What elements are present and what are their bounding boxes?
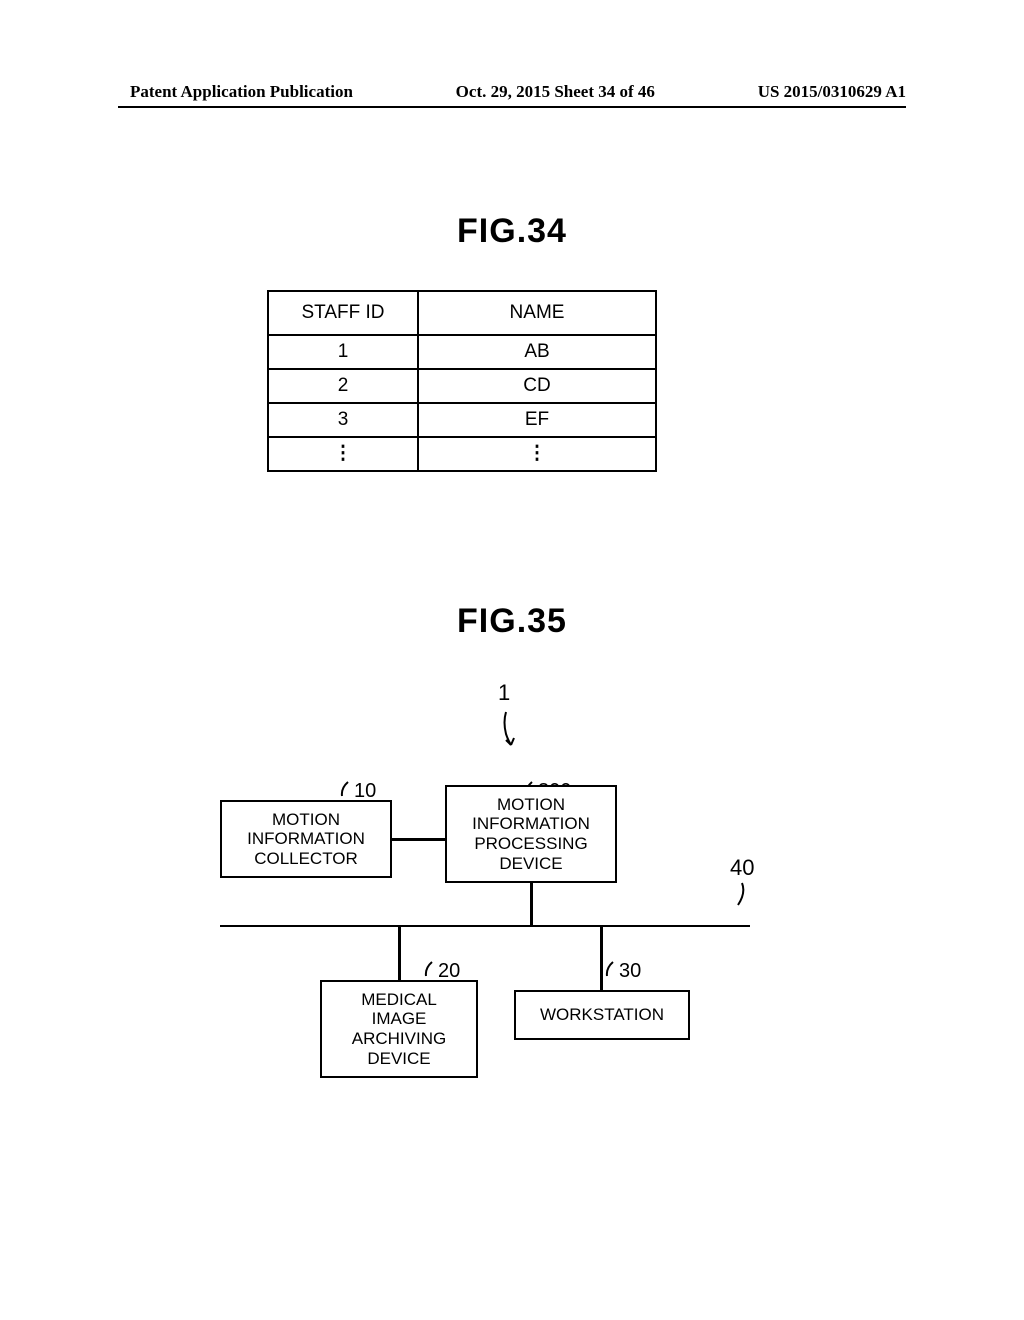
box-workstation: WORKSTATION [514,990,690,1040]
ref-bus-wrap: 40 [730,855,754,914]
cell-name: CD [418,369,656,403]
arrow-icon [502,710,520,750]
cell-name: EF [418,403,656,437]
col-header-staffid: STAFF ID [268,291,418,335]
cell-vdots: ⋮ [418,437,656,471]
table-row: 3 EF [268,403,656,437]
box-collector: MOTIONINFORMATIONCOLLECTOR [220,800,392,878]
hook-icon [734,881,750,909]
hook-icon [605,960,619,978]
box-processor: MOTIONINFORMATIONPROCESSINGDEVICE [445,785,617,883]
col-header-name: NAME [418,291,656,335]
fig34-title: FIG.34 [0,212,1024,251]
header-left: Patent Application Publication [130,82,353,102]
ref-system: 1 [498,680,510,706]
cell-name: AB [418,335,656,369]
cell-staffid: 2 [268,369,418,403]
connector-line [600,925,603,990]
box-processor-label: MOTIONINFORMATIONPROCESSINGDEVICE [472,795,590,873]
hook-icon [340,780,354,798]
ref-archiver: 20 [438,960,460,982]
ref-workstation-wrap: 30 [605,960,641,983]
ref-collector: 10 [354,780,376,802]
table-row: 1 AB [268,335,656,369]
header-center: Oct. 29, 2015 Sheet 34 of 46 [456,82,655,102]
ref-workstation: 30 [619,960,641,982]
connector-line [398,925,401,980]
table-row: 2 CD [268,369,656,403]
box-collector-label: MOTIONINFORMATIONCOLLECTOR [247,810,365,869]
connector-line [530,883,533,925]
table-header-row: STAFF ID NAME [268,291,656,335]
box-archiver-label: MEDICALIMAGEARCHIVINGDEVICE [352,990,446,1068]
cell-staffid: 3 [268,403,418,437]
connector-line [392,838,445,841]
header-divider [118,106,906,108]
fig35-title: FIG.35 [0,602,1024,641]
table-row: ⋮ ⋮ [268,437,656,471]
box-archiver: MEDICALIMAGEARCHIVINGDEVICE [320,980,478,1078]
ref-bus: 40 [730,855,754,880]
header-right: US 2015/0310629 A1 [758,82,906,102]
bus-line [220,925,750,927]
cell-staffid: 1 [268,335,418,369]
cell-vdots: ⋮ [268,437,418,471]
hook-icon [424,960,438,978]
box-workstation-label: WORKSTATION [540,1005,664,1025]
staff-table: STAFF ID NAME 1 AB 2 CD 3 EF ⋮ ⋮ [267,290,657,472]
system-diagram: 1 10 300 40 20 30 MOTIONINFORMATIONCOLLE [200,680,820,1100]
